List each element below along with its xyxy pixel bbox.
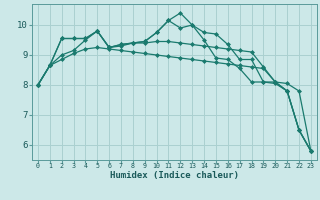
X-axis label: Humidex (Indice chaleur): Humidex (Indice chaleur) bbox=[110, 171, 239, 180]
